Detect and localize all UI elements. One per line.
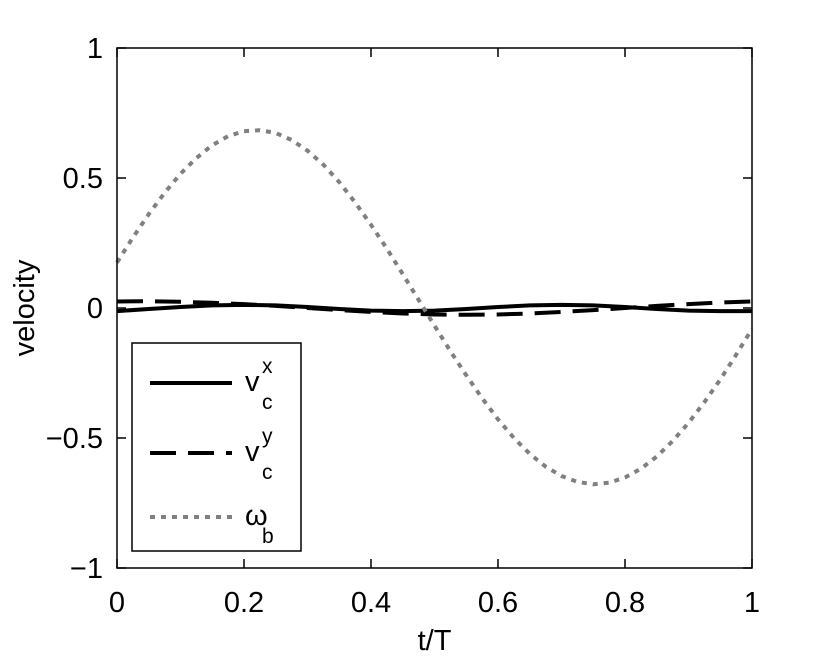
x-axis-label: t/T	[418, 625, 452, 657]
legend-label-2: ω	[245, 500, 268, 532]
x-tick-label: 0.2	[224, 587, 264, 619]
legend-label-0: v	[245, 366, 260, 398]
y-tick-label: −1	[70, 553, 103, 585]
legend-subscript-1: c	[262, 461, 273, 484]
x-tick-label: 1	[744, 587, 760, 619]
series-layer	[115, 128, 754, 487]
tick-layer: 0 0.2 0.4 0.6 0.8 1 −1 −0.5 0 0.5 1	[46, 33, 760, 619]
y-tick-label: 0	[87, 293, 103, 325]
series-line-0	[116, 302, 752, 314]
y-tick-label: 0.5	[63, 163, 103, 195]
legend-box	[131, 342, 302, 552]
y-axis-label: velocity	[9, 259, 41, 356]
legend-subscript-0: c	[262, 391, 273, 414]
legend-subscript-2: b	[262, 525, 274, 548]
legend-superscript-1: y	[262, 425, 273, 448]
legend-label-1: v	[245, 436, 260, 468]
x-tick-label: 0.6	[478, 587, 518, 619]
series-line-1	[116, 299, 753, 317]
x-tick-label: 0	[109, 587, 125, 619]
x-tick-label: 0.4	[351, 587, 391, 619]
series-line-2	[115, 128, 754, 487]
y-tick-label: −0.5	[46, 423, 103, 455]
x-tick-label: 0.8	[605, 587, 645, 619]
y-tick-label: 1	[87, 33, 103, 65]
legend-superscript-0: x	[262, 355, 273, 378]
